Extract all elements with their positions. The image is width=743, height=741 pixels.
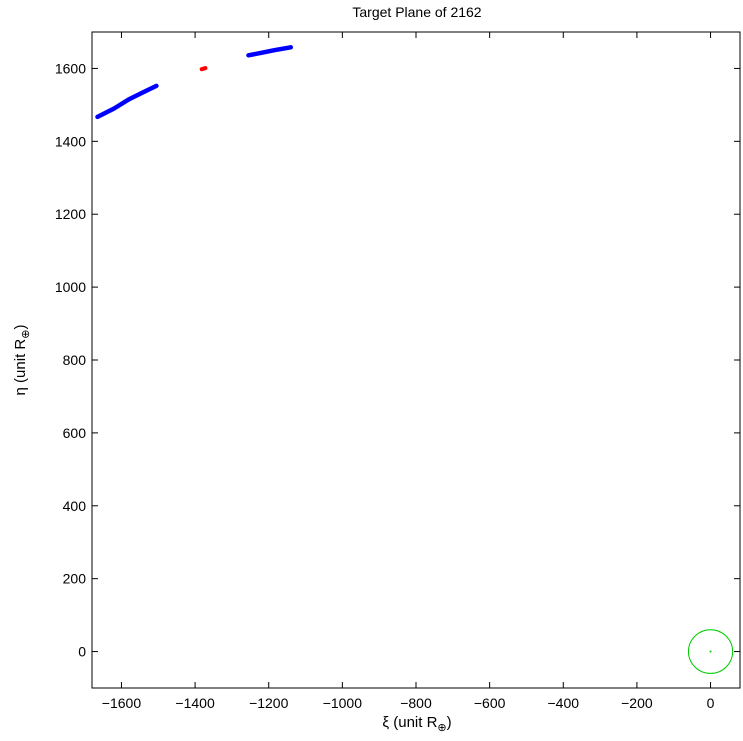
x-tick-label: −1200 bbox=[249, 695, 289, 711]
y-tick-label: 800 bbox=[63, 352, 87, 368]
x-tick-label: −1000 bbox=[323, 695, 363, 711]
x-tick-label: −600 bbox=[474, 695, 506, 711]
y-tick-label: 1600 bbox=[55, 60, 86, 76]
chart-title: Target Plane of 2162 bbox=[352, 4, 481, 20]
blue-series-curve bbox=[95, 83, 159, 120]
earth-circle bbox=[687, 629, 734, 674]
x-tick-label: −800 bbox=[400, 695, 432, 711]
x-tick-label: 0 bbox=[707, 695, 715, 711]
earth-center-point bbox=[709, 650, 712, 653]
y-tick-label: 600 bbox=[63, 425, 87, 441]
y-axis-label: η (unit R⊕) bbox=[12, 325, 32, 396]
y-tick-label: 1200 bbox=[55, 206, 86, 222]
x-tick-label: −1400 bbox=[175, 695, 215, 711]
y-tick-label: 1000 bbox=[55, 279, 86, 295]
y-tick-label: 0 bbox=[78, 644, 86, 660]
blue-series-curve bbox=[246, 45, 294, 58]
data-marks bbox=[95, 45, 734, 674]
x-tick-label: −400 bbox=[547, 695, 579, 711]
y-tick-label: 400 bbox=[63, 498, 87, 514]
red-series-curve bbox=[199, 66, 208, 72]
x-tick-label: −200 bbox=[621, 695, 653, 711]
y-axis: 0 200 400 600 800 1000 1200 1400 1600 bbox=[55, 60, 740, 660]
y-tick-label: 200 bbox=[63, 571, 87, 587]
plot-area bbox=[91, 31, 741, 689]
y-tick-label: 1400 bbox=[55, 133, 86, 149]
x-tick-label: −1600 bbox=[102, 695, 142, 711]
x-axis-label: ξ (unit R⊕) bbox=[382, 714, 451, 734]
x-axis: −1600 −1400 −1200 −1000 −800 −600 −400 −200 0 bbox=[102, 32, 715, 711]
